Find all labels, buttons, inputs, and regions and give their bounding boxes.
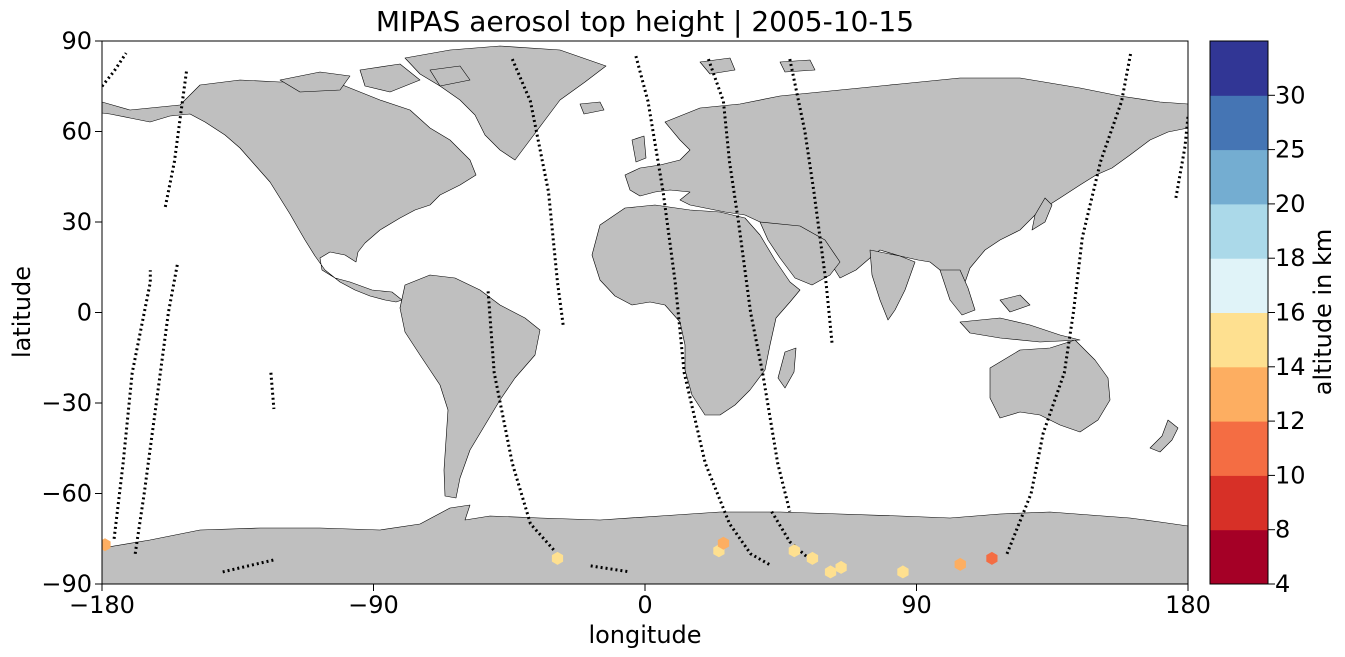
satellite-track [112, 270, 152, 539]
land-japan [1031, 197, 1053, 231]
satellite-track [1005, 52, 1133, 555]
colorbar-tick-label: 4 [1275, 570, 1290, 598]
aerosol-point [835, 560, 847, 574]
y-tick-label: 90 [61, 27, 92, 55]
satellite-track [788, 58, 834, 343]
aerosol-point [717, 536, 730, 550]
aerosol-point [986, 551, 998, 565]
y-tick-label: 60 [61, 118, 92, 146]
x-tick-label: 180 [1165, 591, 1211, 619]
y-axis-label: latitude [8, 266, 36, 358]
land-uk [631, 135, 647, 163]
land-iceland [579, 101, 605, 115]
colorbar-tick-label: 16 [1275, 299, 1306, 327]
colorbar: 4 8 10 12 14 16 18 20 25 30 [1209, 40, 1306, 598]
land-arctic-islands [279, 63, 471, 93]
y-axis-ticks: 90 60 30 0 −30 −60 −90 [41, 27, 102, 598]
colorbar-segment [1210, 475, 1268, 531]
colorbar-tick-label: 30 [1275, 81, 1306, 109]
x-tick-label: 90 [901, 591, 932, 619]
land-indonesia [959, 294, 1081, 343]
land-new-zealand [1149, 419, 1179, 453]
colorbar-segment [1210, 41, 1268, 96]
colorbar-tick-label: 25 [1275, 136, 1306, 164]
chart-title: MIPAS aerosol top height | 2005-10-15 [376, 5, 914, 38]
y-tick-label: −60 [41, 480, 92, 508]
land-antarctica [102, 504, 1188, 584]
aerosol-point [824, 565, 837, 579]
x-tick-label: 0 [637, 591, 652, 619]
satellite-track [634, 55, 773, 568]
colorbar-segment [1210, 421, 1268, 476]
x-tick-label: −90 [348, 591, 399, 619]
colorbar-segment [1210, 366, 1268, 422]
satellite-track [706, 58, 792, 512]
satellite-track [102, 52, 128, 88]
satellite-track [770, 510, 815, 565]
satellite-track [222, 558, 275, 574]
colorbar-tick-label: 14 [1275, 353, 1306, 381]
aerosol-point [102, 538, 111, 552]
y-tick-label: −90 [41, 570, 92, 598]
satellite-track [269, 372, 276, 410]
y-tick-label: −30 [41, 389, 92, 417]
land-india [869, 249, 916, 321]
colorbar-tick-label: 8 [1275, 516, 1290, 544]
land-australia [989, 339, 1111, 433]
satellite-track [133, 263, 179, 555]
satellite-track [510, 58, 565, 328]
land-masses [102, 45, 1188, 584]
aerosol-point [954, 557, 966, 571]
aerosol-point [788, 544, 800, 558]
land-madagascar [777, 347, 797, 389]
y-tick-label: 30 [61, 208, 92, 236]
land-south-america [399, 274, 541, 499]
colorbar-tick-label: 20 [1275, 190, 1306, 218]
satellite-tracks [102, 52, 1188, 574]
colorbar-segment [1210, 203, 1268, 259]
colorbar-segment [1210, 312, 1268, 368]
aerosol-point [806, 551, 819, 565]
x-axis-label: longitude [588, 621, 701, 649]
y-tick-label: 0 [77, 299, 92, 327]
colorbar-tick-label: 18 [1275, 244, 1306, 272]
land-southeast-asia [939, 269, 976, 316]
colorbar-segment [1210, 529, 1268, 585]
land-svalbard [699, 57, 816, 75]
x-tick-label: −180 [69, 591, 135, 619]
colorbar-segment [1210, 149, 1268, 205]
colorbar-segment [1210, 258, 1268, 313]
colorbar-tick-label: 10 [1275, 461, 1306, 489]
aerosol-point [551, 551, 564, 565]
colorbar-segment [1210, 95, 1268, 151]
land-north-america [102, 79, 477, 303]
land-eurasia [624, 77, 1188, 289]
colorbar-label: altitude in km [1309, 229, 1337, 396]
colorbar-tick-label: 12 [1275, 407, 1306, 435]
x-axis-ticks: −180 −90 0 90 180 [69, 584, 1211, 619]
aerosol-point [897, 565, 909, 579]
aerosol-points [102, 536, 998, 579]
map-layer [102, 45, 1188, 584]
satellite-track [590, 564, 631, 574]
